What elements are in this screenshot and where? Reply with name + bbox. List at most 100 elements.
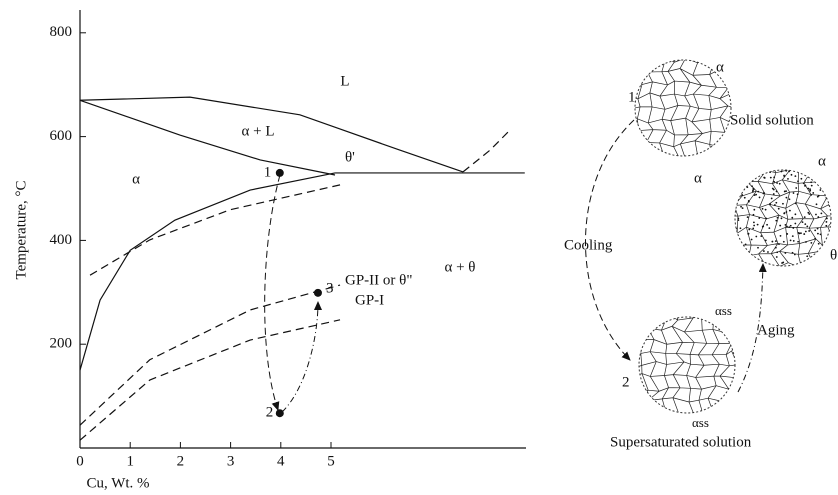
precipitate [806, 225, 809, 228]
precipitate [808, 230, 811, 232]
precipitate [740, 205, 742, 208]
region-label: α + θ [444, 259, 475, 275]
x-axis-label: Cu, Wt. % [86, 475, 149, 491]
precipitate [786, 233, 789, 235]
phase-boundary [79, 284, 341, 426]
precipitate [777, 207, 780, 210]
precipitate [765, 217, 768, 220]
precipitate [788, 226, 791, 229]
precipitate [798, 232, 801, 235]
precipitate [753, 221, 755, 224]
precipitate [764, 239, 767, 242]
x-tick-label: 3 [227, 453, 235, 469]
precipitate [814, 229, 817, 232]
microstructures [634, 59, 832, 414]
precipitate [809, 189, 812, 192]
precipitate [737, 217, 740, 220]
y-tick-label: 800 [50, 24, 73, 40]
grain-outline [634, 59, 732, 157]
precipitate [778, 182, 781, 185]
precipitate [753, 194, 756, 197]
state-point [275, 409, 284, 418]
grain-boundaries [635, 60, 731, 156]
precipitate [794, 175, 797, 177]
stage-label: 2 [622, 374, 630, 390]
precipitate-label: θ [830, 247, 837, 263]
precipitate [748, 228, 751, 231]
precipitate [780, 217, 783, 220]
precipitate [743, 196, 746, 199]
x-tick-label: 2 [177, 453, 185, 469]
precipitate [791, 251, 794, 254]
precipitate [789, 224, 792, 227]
precipitate [819, 233, 822, 236]
precipitate [761, 207, 764, 210]
precipitate [788, 198, 791, 201]
precipitate [775, 256, 778, 258]
y-tick-label: 600 [50, 128, 73, 144]
region-label: L [340, 73, 349, 89]
caption: Solid solution [730, 112, 814, 128]
precipitate [752, 190, 754, 193]
precipitate [810, 241, 813, 244]
phase-boundary [89, 184, 341, 276]
grain-outline [734, 169, 832, 267]
phase-boundary [79, 319, 341, 441]
precipitate [825, 221, 828, 223]
region-label: GP-II or θ" [345, 272, 412, 288]
point-label: 2 [266, 405, 274, 421]
precipitate [804, 223, 807, 226]
precipitate [816, 227, 819, 230]
precipitate [779, 234, 782, 237]
precipitate [793, 253, 796, 256]
precipitate [764, 208, 767, 211]
precipitate [816, 195, 819, 198]
precipitate [803, 233, 806, 235]
precipitate [771, 240, 774, 243]
precipitate [805, 241, 807, 243]
precipitate [757, 190, 760, 193]
precipitate [755, 193, 758, 196]
precipitate [810, 184, 813, 187]
precipitate [807, 187, 810, 190]
precipitate [772, 193, 775, 195]
precipitate [774, 240, 777, 243]
precipitate [785, 196, 788, 199]
precipitate [825, 224, 828, 227]
phase-boundary [79, 99, 336, 176]
grains [639, 317, 735, 413]
precipitate [779, 224, 782, 227]
precipitate [753, 224, 756, 227]
precipitate [784, 252, 787, 254]
caption: Supersaturated solution [610, 434, 752, 450]
precipitate [755, 235, 758, 238]
aging-arrow-right [737, 263, 767, 393]
precipitate [806, 255, 809, 258]
precipitate [774, 246, 777, 249]
precipitate [768, 227, 771, 230]
precipitate [773, 204, 776, 206]
precipitate [741, 194, 744, 196]
precipitate [812, 192, 815, 194]
precipitate [803, 216, 806, 218]
x-tick-label: 4 [277, 453, 285, 469]
precipitate [783, 190, 786, 193]
y-axis-label: Temperature, °C [13, 180, 29, 279]
region-label: α + L [242, 123, 275, 139]
precipitate [744, 243, 747, 246]
precipitate [794, 202, 797, 205]
grains [635, 60, 731, 156]
precipitate [761, 225, 764, 228]
precipitate [752, 227, 755, 230]
precipitate [775, 219, 778, 222]
precipitate [757, 246, 759, 249]
precipitate [787, 177, 789, 180]
aging-label: Aging [757, 322, 795, 338]
precipitate [758, 217, 761, 219]
precipitate [781, 262, 783, 264]
precipitate [807, 211, 810, 214]
precipitate [741, 207, 744, 210]
precipitate [773, 180, 775, 183]
precipitate [776, 216, 779, 219]
